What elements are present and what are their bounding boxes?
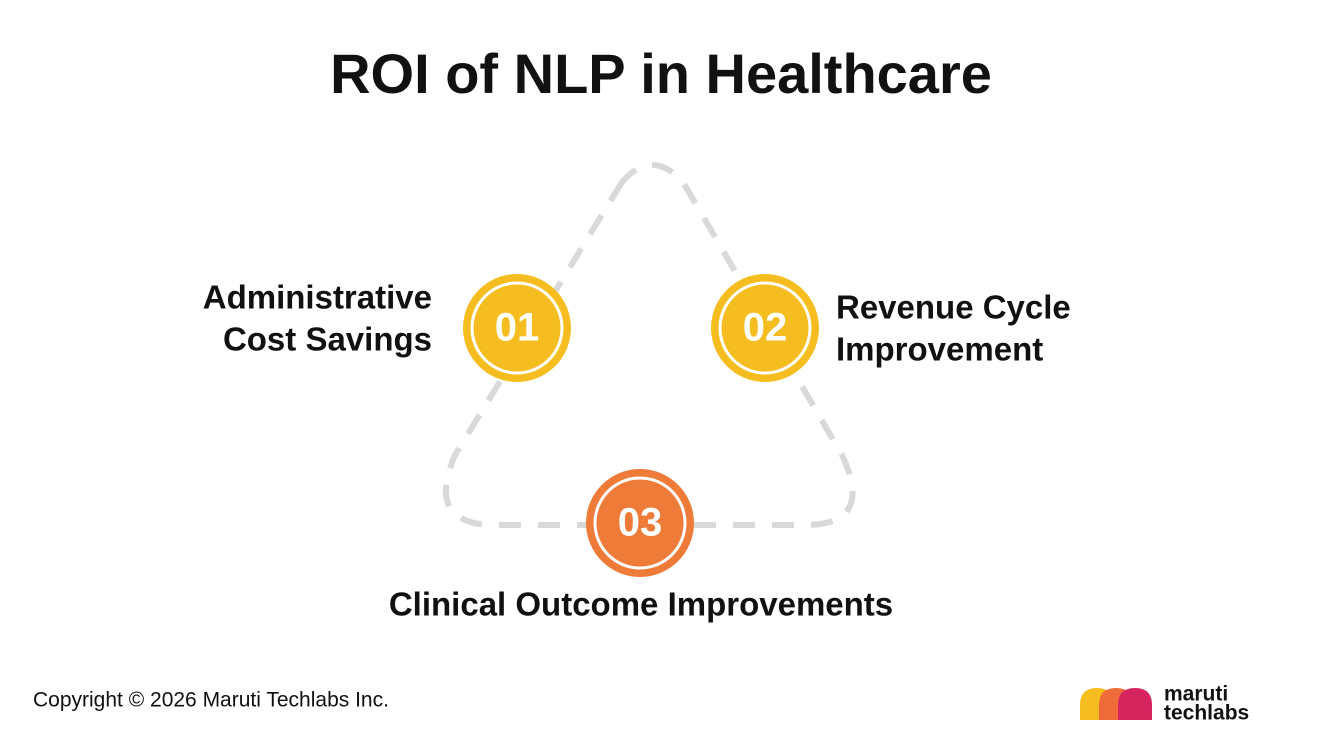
node-label: Revenue Cycle: [836, 289, 1071, 326]
node-circle: [711, 274, 819, 382]
dashed-triangle: [443, 162, 856, 528]
node-number: 01: [495, 306, 540, 350]
title: ROI of NLP in Healthcare: [330, 42, 992, 105]
logo: maruti techlabs: [1080, 683, 1249, 725]
node-2: 02 Revenue Cycle Improvement: [711, 274, 1071, 382]
node-1: 01 Administrative Cost Savings: [203, 274, 571, 382]
logo-shape: [1118, 688, 1152, 720]
node-label: Administrative: [203, 279, 432, 316]
logo-text: techlabs: [1164, 702, 1249, 725]
node-label: Clinical Outcome Improvements: [389, 586, 893, 623]
node-ring: [718, 281, 812, 375]
node-number: 03: [618, 501, 663, 545]
node-label: Improvement: [836, 331, 1043, 368]
node-ring: [593, 476, 687, 570]
node-number: 02: [743, 306, 788, 350]
node-label: Cost Savings: [223, 321, 432, 358]
copyright: Copyright © 2026 Maruti Techlabs Inc.: [33, 689, 389, 712]
logo-text: maruti: [1164, 683, 1228, 706]
node-circle: [586, 469, 694, 577]
node-ring: [470, 281, 564, 375]
node-circle: [463, 274, 571, 382]
node-3: 03 Clinical Outcome Improvements: [389, 469, 893, 623]
